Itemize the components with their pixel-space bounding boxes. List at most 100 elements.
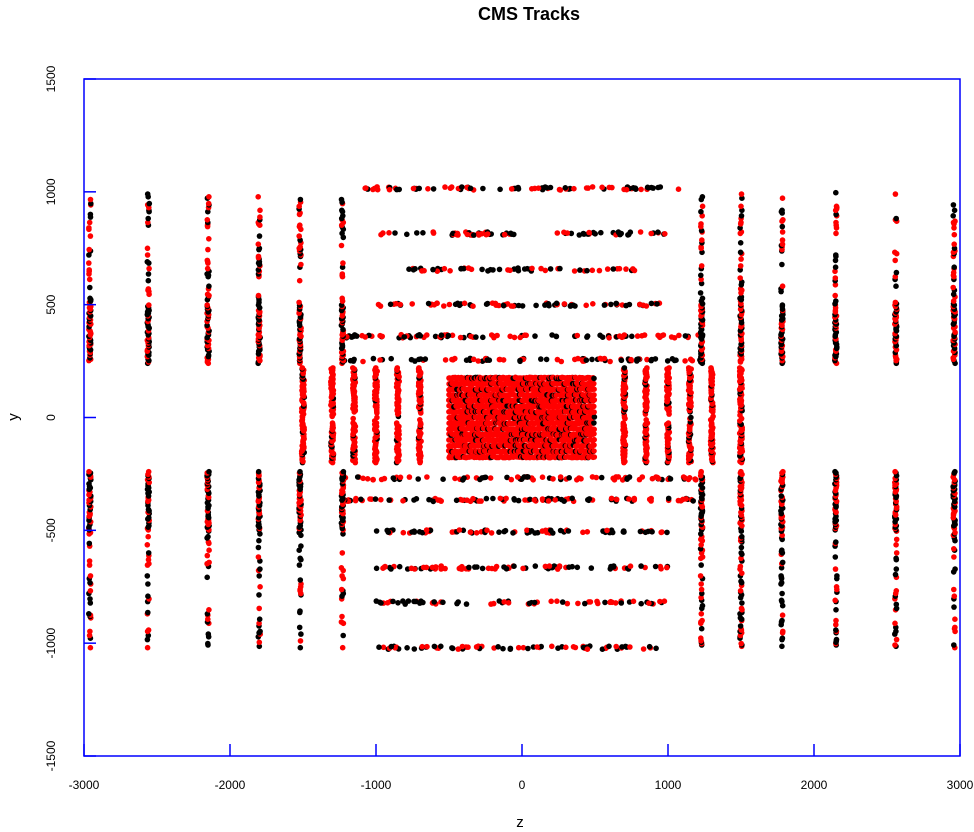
hit-point [339, 295, 346, 302]
hit-point [390, 598, 396, 605]
hit-point [87, 233, 94, 239]
hit-point [591, 431, 597, 437]
hit-point [640, 302, 647, 309]
hit-point [596, 267, 603, 274]
hit-point [144, 259, 151, 265]
hit-point [610, 266, 617, 272]
hit-point [255, 253, 262, 260]
hit-point [424, 332, 430, 338]
hit-point [737, 563, 744, 570]
hit-point [665, 495, 672, 502]
hit-point [738, 640, 744, 647]
hit-point [204, 265, 211, 272]
hit-point [571, 185, 577, 192]
hit-point [737, 240, 744, 246]
hit-point [554, 566, 561, 572]
hit-point [471, 232, 477, 238]
hit-point [698, 276, 704, 283]
hit-point [644, 356, 650, 363]
hit-point [298, 543, 304, 549]
hit-point [484, 300, 491, 307]
hit-point [589, 184, 596, 190]
hit-point [489, 565, 495, 572]
hit-point [350, 415, 357, 422]
hit-point [615, 474, 622, 480]
hit-point [658, 529, 664, 536]
hit-point [146, 265, 152, 272]
hit-point [531, 599, 538, 606]
hit-point [517, 334, 523, 341]
hit-point [145, 215, 151, 222]
hit-point [646, 643, 653, 650]
hit-point [297, 555, 304, 562]
hit-point [257, 207, 263, 214]
hit-point [583, 357, 590, 364]
hit-point [387, 301, 394, 308]
hit-point [652, 563, 659, 570]
hit-point [86, 468, 92, 475]
hit-point [708, 365, 714, 371]
hit-point [566, 564, 572, 570]
hit-point [620, 420, 627, 426]
hit-point [501, 528, 508, 535]
hit-point [638, 186, 644, 193]
hit-point [339, 271, 346, 277]
hit-point [511, 563, 517, 569]
hit-point [480, 334, 486, 341]
hit-point [613, 643, 619, 650]
hit-point [457, 334, 464, 341]
hit-point [145, 277, 152, 284]
hit-point [531, 497, 538, 503]
hit-point [144, 573, 151, 579]
hit-point [710, 413, 716, 420]
hit-point [475, 358, 482, 364]
hit-point [452, 355, 458, 362]
hit-point [144, 542, 151, 548]
hit-point [664, 564, 670, 571]
hit-point [576, 232, 583, 238]
hit-point [479, 565, 486, 572]
hit-point [489, 300, 496, 307]
hit-point [581, 231, 587, 237]
hit-point [542, 563, 549, 570]
hit-point [738, 578, 744, 585]
hit-point [630, 266, 636, 272]
hit-point [299, 365, 306, 371]
hit-point [606, 335, 612, 341]
hit-point [738, 191, 745, 197]
hit-point [456, 527, 463, 533]
hit-point [86, 219, 93, 226]
hit-point [557, 527, 564, 534]
hit-point [87, 628, 93, 635]
hit-point [204, 217, 211, 223]
hit-point [591, 448, 597, 454]
hit-point [420, 230, 426, 236]
hit-point [591, 414, 598, 420]
hit-point [476, 232, 482, 238]
hit-point [500, 302, 507, 309]
hit-point [255, 241, 262, 247]
hit-point [738, 219, 744, 226]
hit-point [388, 355, 395, 362]
hit-point [697, 573, 704, 579]
hit-point [739, 195, 745, 201]
hit-point [643, 417, 649, 423]
hit-point [589, 356, 595, 363]
hit-point [87, 644, 94, 651]
hit-point [373, 528, 380, 534]
hit-point [420, 564, 427, 571]
hit-point [205, 246, 211, 253]
hit-point [297, 196, 304, 203]
hit-point [409, 301, 416, 307]
hit-point [668, 334, 675, 340]
hit-point [378, 476, 385, 483]
hit-point [431, 599, 438, 605]
hit-point [338, 242, 345, 249]
hit-point [297, 608, 303, 614]
hit-point [591, 436, 597, 443]
hit-point [638, 600, 644, 607]
hit-point [624, 475, 631, 482]
hit-point [459, 497, 466, 504]
hit-point [438, 643, 444, 650]
hit-point [507, 333, 513, 340]
